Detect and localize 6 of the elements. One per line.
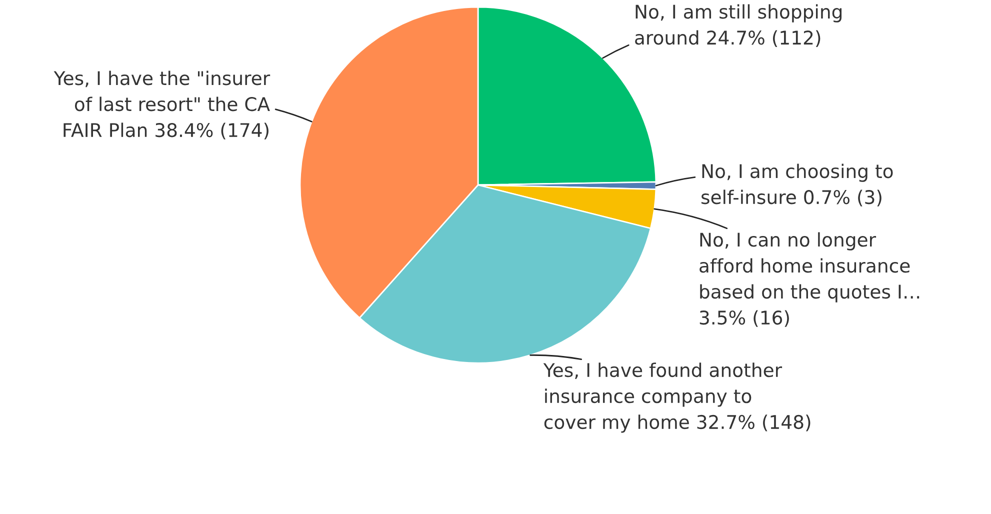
slice-label: No, I am still shopping around 24.7% (112): [635, 4, 842, 47]
slice-label: Yes, I have found another insurance company to cover my home 32.7% (148): [543, 362, 810, 433]
slice-label: No, I can no longer afford home insurance based on the quotes I…: [700, 232, 920, 302]
slice-label: Yes, I have the "insurer of last resort" the CA FAIR Plan 38.4% (174): [54, 70, 270, 140]
data-label: 3.5% (16): [700, 310, 789, 327]
slice-label: No, I am choosing to self-insure 0.7% (3): [702, 164, 893, 206]
